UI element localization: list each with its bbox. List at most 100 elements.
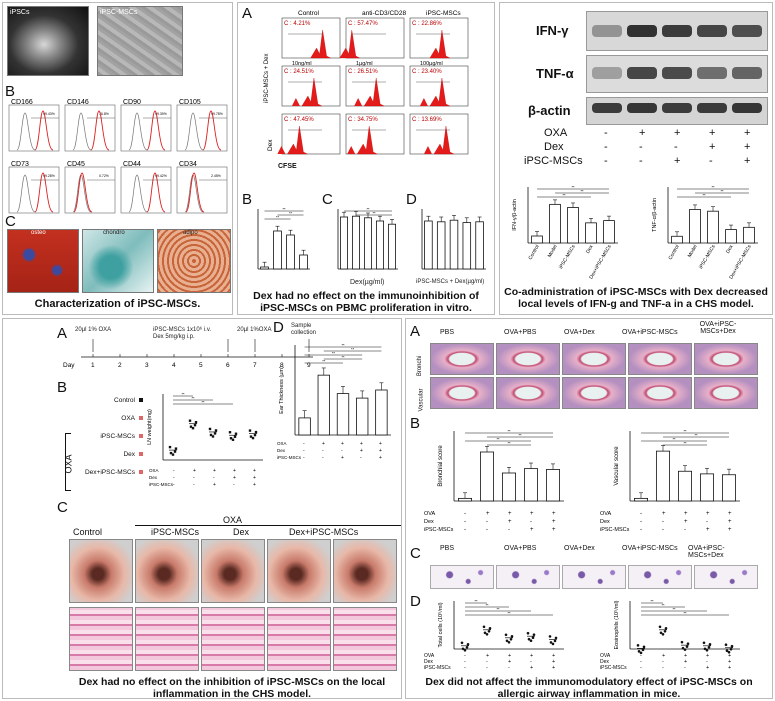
data-point — [188, 419, 192, 422]
bar — [458, 497, 473, 502]
treatment-sign: - — [639, 155, 643, 167]
treatment-sign: + — [728, 511, 732, 517]
treatment-sign: + — [530, 653, 533, 659]
treatment-sign: - — [486, 527, 488, 533]
data-point — [168, 445, 172, 449]
treatment-sign: - — [464, 527, 466, 533]
lung-section — [496, 343, 560, 375]
significance-mark: ** — [341, 343, 345, 348]
marker-histograms: CD166 99.43% CD146 76.8% CD90 99.39% CD105 99.7… — [8, 99, 228, 214]
lung-section — [628, 343, 692, 375]
histology-score-charts: Bronchial score ** ** ** ** Vascular score ** *… — [424, 429, 740, 533]
marker-label: CD105 — [179, 99, 201, 106]
treatment-sign: - — [530, 519, 532, 525]
marker-percent: 99.43% — [43, 112, 55, 116]
lung-section — [694, 377, 758, 409]
timeline-msc: iPSC-MSCs 1x10⁶ i.v. — [153, 327, 212, 333]
treatment-sign: + — [706, 653, 709, 659]
bar — [336, 393, 350, 436]
cfse-peak — [310, 29, 331, 59]
data-point — [727, 650, 731, 654]
adipo-stain — [157, 229, 231, 293]
data-point — [214, 429, 218, 432]
treatment-sign: + — [341, 441, 344, 447]
blot-band — [662, 25, 692, 37]
treatment-sign: + — [213, 482, 216, 488]
significance-mark: ** — [351, 347, 355, 352]
group-label: iPSC-MSCs — [100, 433, 135, 440]
ear-photo-labels: Control OXA iPSC-MSCs Dex Dex+iPSC-MSCs — [63, 515, 401, 541]
data-point — [703, 647, 707, 651]
cfse-peak-minor — [354, 98, 363, 106]
treatment-sign: - — [706, 519, 708, 525]
treatment-sign: + — [508, 511, 512, 517]
treatment-sign: + — [552, 653, 555, 659]
bar — [480, 451, 495, 502]
treatment-name: Dex — [149, 475, 158, 480]
caption-characterization: Characterization of iPSC-MSCs. — [34, 298, 201, 310]
y-axis-label: Vascular score — [614, 446, 620, 486]
cfse-percent: C : 24.51% — [284, 69, 314, 75]
treatment-sign: + — [360, 448, 363, 454]
data-point — [642, 645, 646, 649]
bar — [298, 417, 311, 436]
treatment-sign: + — [706, 511, 710, 517]
treatment-sign: - — [706, 659, 708, 665]
cfse-peak — [356, 125, 378, 155]
treatment-sign: - — [233, 482, 235, 488]
caption-airway: Dex did not affect the immunomodulatory … — [425, 676, 753, 699]
cytospin-group-label: OVA+iPSC-MSCs — [622, 545, 678, 552]
blot-band — [697, 103, 727, 113]
panel-letter-d: D — [410, 593, 421, 610]
marker-curve — [90, 110, 110, 151]
group-marker — [139, 416, 143, 420]
blot-band — [627, 25, 657, 37]
treatment-sign: - — [464, 659, 466, 665]
cfse-axis-label: CFSE — [278, 163, 297, 170]
group-label: Dex+iPSC-MSCs — [84, 469, 135, 476]
day-number: 9 — [307, 362, 311, 369]
treatment-sign: + — [508, 519, 512, 525]
treatment-sign: - — [464, 665, 466, 671]
msc-dex-axis-label: iPSC-MSCs + Dex(µg/ml) — [416, 279, 485, 285]
histology-group-label: OVA+iPSC-MSCs+Dex — [699, 321, 737, 335]
cytospin-image — [628, 565, 692, 589]
treatment-sign: - — [173, 482, 175, 488]
cfse-peak — [363, 77, 385, 107]
day-number: 5 — [199, 362, 203, 369]
blot-band — [592, 103, 622, 113]
bar — [449, 219, 459, 270]
bar — [340, 216, 349, 270]
significance-mark: ** — [282, 207, 286, 212]
osteo-label: osteo — [31, 230, 46, 236]
balf-cell-charts: Total cells (10⁵/ml) ** ** ** ** Eosinophils … — [424, 599, 740, 671]
ear-photo — [201, 539, 265, 603]
treatment-sign: - — [508, 665, 510, 671]
treatment-sign: - — [684, 527, 686, 533]
significance-mark: ** — [496, 437, 500, 442]
treatment-sign: + — [508, 659, 511, 665]
ear-photo — [333, 539, 397, 603]
data-point — [485, 633, 489, 636]
treatment-sign: + — [684, 653, 687, 659]
significance-mark: ** — [683, 611, 687, 616]
treatment-sign: - — [662, 527, 664, 533]
blot-band — [627, 67, 657, 79]
lung-section — [430, 377, 494, 409]
significance-mark: ** — [683, 441, 687, 446]
data-point — [251, 436, 255, 440]
bar — [655, 450, 670, 502]
data-point — [548, 635, 552, 638]
treatment-sign: - — [341, 448, 343, 454]
bar — [352, 215, 361, 270]
treatment-sign: + — [744, 127, 751, 139]
cfse-percent: C : 26.51% — [348, 69, 378, 75]
marker-curve — [34, 110, 54, 151]
histogram-frame — [176, 104, 228, 152]
treatment-sign: + — [706, 527, 710, 533]
data-point — [637, 650, 641, 653]
marker-curve — [185, 172, 205, 213]
data-point — [639, 651, 643, 655]
group-label: Dex — [123, 451, 135, 458]
data-point — [724, 643, 728, 647]
